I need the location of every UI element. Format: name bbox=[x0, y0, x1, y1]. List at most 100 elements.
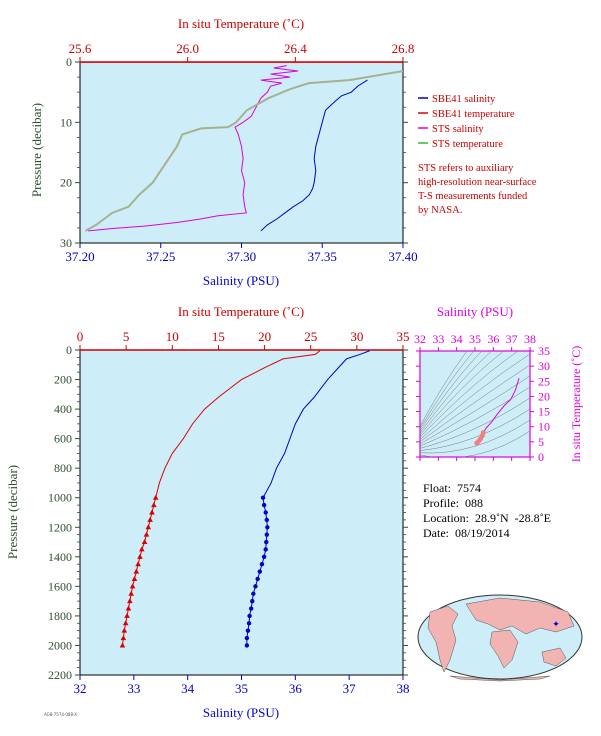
map-land-africa bbox=[489, 629, 519, 669]
ts-sal-tick-label-5: 37 bbox=[506, 332, 518, 346]
map-land-eurasia bbox=[465, 597, 575, 635]
top-series-sts-salinity bbox=[88, 65, 299, 232]
bottom-temp-tick-label-1: 5 bbox=[123, 329, 130, 344]
ts-temp-tick-label-3: 15 bbox=[538, 405, 550, 419]
bottom-temp-marker-28 bbox=[124, 612, 130, 618]
top-sal-tick-label-3: 37.35 bbox=[308, 249, 337, 264]
bottom-pressure-tick-label-3: 600 bbox=[54, 432, 72, 446]
ts-temp-tick-label-1: 5 bbox=[538, 435, 544, 449]
ts-salinity-ticks: 32 33 34 35 36 37 38 bbox=[414, 332, 536, 461]
bottom-temp-marker-23 bbox=[131, 575, 138, 581]
bottom-sal-marker-20 bbox=[261, 554, 267, 560]
sts-note-line-3: T-S measurements funded bbox=[418, 191, 528, 202]
bottom-sal-tick-label-3: 35 bbox=[235, 681, 248, 696]
ts-density-contour-11 bbox=[420, 351, 483, 431]
bottom-temp-marker-26 bbox=[127, 598, 133, 604]
bottom-pressure-tick-label-10: 2000 bbox=[48, 638, 72, 652]
bottom-sal-tick-label-2: 34 bbox=[181, 681, 195, 696]
top-plot-top-axis-label: In situ Temperature (˚C) bbox=[178, 16, 304, 31]
bottom-pressure-tick-label-8: 1600 bbox=[48, 579, 72, 593]
bottom-temp-marker-18 bbox=[141, 539, 148, 545]
ts-sal-tick-label-6: 38 bbox=[524, 332, 536, 346]
bottom-plot-salinity-ticks: 32 33 34 35 36 37 38 bbox=[74, 675, 410, 696]
top-temp-tick-label-2: 26.4 bbox=[284, 41, 307, 56]
bottom-plot-series bbox=[119, 350, 370, 648]
sts-note-line-2: high-resolution near-surface bbox=[418, 177, 537, 188]
bottom-temp-marker-12 bbox=[152, 494, 159, 500]
ts-series bbox=[474, 378, 520, 446]
sts-note: STS refers to auxiliary high-resolution … bbox=[418, 162, 598, 218]
ts-density-contour-0 bbox=[420, 430, 530, 457]
bottom-plot-temperature-ticks: 0 5 10 15 20 25 30 35 bbox=[77, 329, 410, 350]
bottom-sal-marker-32 bbox=[244, 643, 250, 648]
bottom-sal-marker-23 bbox=[255, 576, 260, 582]
bottom-temp-marker-25 bbox=[128, 590, 135, 596]
ts-density-contour-10 bbox=[420, 351, 493, 434]
bottom-sal-marker-14 bbox=[263, 510, 268, 515]
float-info: Float: 7574 Profile: 088 Location: 28.9˚… bbox=[423, 481, 551, 541]
bottom-profile-plot: In situ Temperature (˚C) 0 5 10 15 20 25 30 35 … bbox=[5, 304, 410, 720]
top-sal-tick-label-4: 37.40 bbox=[388, 249, 417, 264]
bottom-temp-marker-27 bbox=[125, 605, 132, 611]
ts-density-contour-2 bbox=[420, 408, 530, 451]
top-plot-series bbox=[80, 61, 404, 232]
bottom-temp-tick-label-7: 35 bbox=[397, 329, 410, 344]
bottom-sal-marker-27 bbox=[248, 606, 254, 611]
ts-sal-tick-label-1: 33 bbox=[432, 332, 444, 346]
legend-label-sbe41-salinity: SBE41 salinity bbox=[432, 94, 496, 105]
bottom-temp-tick-label-3: 15 bbox=[212, 329, 225, 344]
bottom-temp-marker-19 bbox=[139, 546, 145, 552]
top-plot-y-axis-label: Pressure (decibar) bbox=[29, 103, 44, 197]
bottom-sal-marker-12 bbox=[260, 495, 266, 500]
map-land-americas bbox=[427, 605, 459, 673]
bottom-temp-marker-30 bbox=[121, 627, 128, 633]
legend-label-sts-temperature: STS temperature bbox=[432, 139, 503, 150]
bottom-sal-marker-16 bbox=[265, 525, 270, 530]
ts-temp-tick-label-0: 0 bbox=[538, 450, 544, 464]
ts-point-11 bbox=[474, 440, 480, 446]
ts-density-contour-7 bbox=[420, 353, 530, 440]
top-series-sts-temperature bbox=[84, 70, 404, 232]
sts-note-line-1: STS refers to auxiliary bbox=[418, 163, 514, 174]
top-plot-pressure-ticks: 0 10 20 30 bbox=[60, 55, 408, 250]
bottom-sal-tick-label-4: 36 bbox=[289, 681, 303, 696]
bottom-plot-pressure-ticks: 0 200 400 600 800 1000 1200 1400 1600 1800 2000 220… bbox=[48, 343, 408, 682]
ts-density-contour-6 bbox=[420, 364, 530, 443]
bottom-sal-tick-label-6: 38 bbox=[397, 681, 410, 696]
bottom-sal-tick-label-0: 32 bbox=[74, 681, 87, 696]
bottom-pressure-tick-label-11: 2200 bbox=[48, 668, 72, 682]
ts-sal-tick-label-0: 32 bbox=[414, 332, 426, 346]
bottom-sal-tick-label-1: 33 bbox=[127, 681, 140, 696]
bottom-sal-marker-25 bbox=[251, 591, 256, 596]
bottom-temp-marker-29 bbox=[122, 620, 129, 626]
bottom-temp-tick-label-5: 25 bbox=[304, 329, 317, 344]
top-temp-tick-label-3: 26.8 bbox=[392, 41, 415, 56]
ts-temp-tick-label-6: 30 bbox=[538, 359, 550, 373]
ts-y-axis-label: In situ Temperature (˚C) bbox=[569, 346, 583, 463]
bottom-temp-marker-21 bbox=[135, 561, 141, 567]
world-map: ✦ bbox=[417, 594, 583, 682]
map-land-australia bbox=[541, 647, 567, 667]
top-temp-tick-label-0: 25.6 bbox=[69, 41, 92, 56]
legend: SBE41 salinity SBE41 temperature STS sal… bbox=[418, 94, 515, 150]
ts-density-contour-13 bbox=[420, 351, 468, 427]
bottom-sal-marker-18 bbox=[264, 539, 269, 545]
footer-identifier: AG8-7574-088-X bbox=[44, 712, 77, 717]
top-sal-tick-label-1: 37.25 bbox=[146, 249, 175, 264]
bottom-pressure-tick-label-1: 200 bbox=[54, 373, 72, 387]
bottom-pressure-tick-label-6: 1200 bbox=[48, 520, 72, 534]
bottom-temp-marker-24 bbox=[129, 583, 136, 589]
bottom-temp-marker-13 bbox=[151, 502, 157, 508]
profile-number: Profile: 088 bbox=[423, 496, 483, 510]
ts-temp-tick-label-4: 20 bbox=[538, 389, 550, 403]
top-pressure-tick-label-2: 20 bbox=[60, 176, 72, 190]
ts-density-contour-1 bbox=[420, 419, 530, 454]
bottom-temp-marker-14 bbox=[149, 509, 155, 515]
ts-top-axis-label: Salinity (PSU) bbox=[437, 304, 513, 319]
ts-density-contour-8 bbox=[420, 351, 519, 438]
bottom-plot-bottom-axis-label: Salinity (PSU) bbox=[203, 705, 279, 720]
top-sal-tick-label-0: 37.20 bbox=[65, 249, 94, 264]
